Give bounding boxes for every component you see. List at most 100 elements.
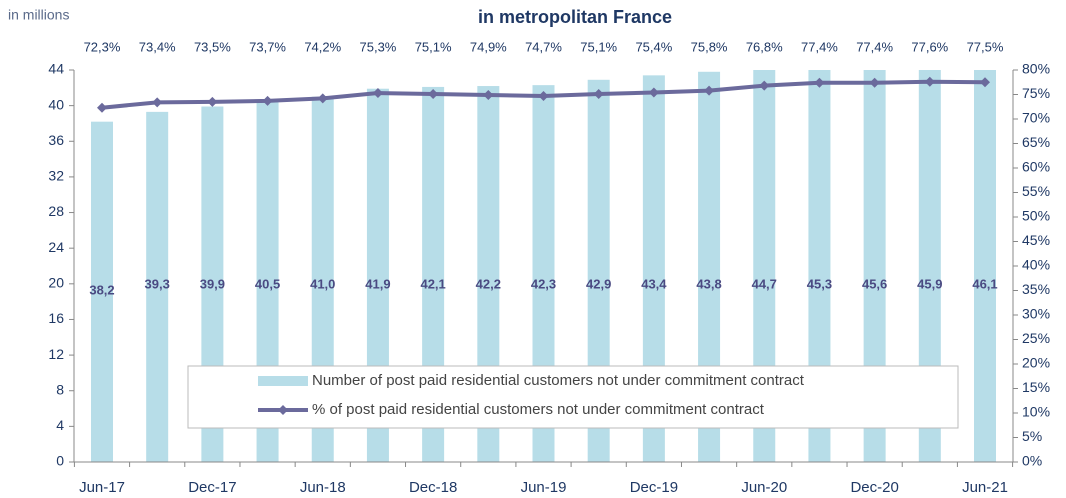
line-marker xyxy=(924,76,935,87)
y-tick-label: 20 xyxy=(48,275,64,291)
x-tick-label: Jun-20 xyxy=(741,479,787,496)
line-marker xyxy=(704,85,715,96)
bar-value-label: 42,1 xyxy=(420,276,445,291)
line-value-label: 74,9% xyxy=(470,39,507,54)
line-marker xyxy=(593,89,604,100)
line-value-label: 75,1% xyxy=(580,39,617,54)
bar-value-label: 46,1 xyxy=(972,276,997,291)
legend-label: % of post paid residential customers not… xyxy=(312,401,765,418)
y2-tick-label: 45% xyxy=(1022,232,1050,248)
line-marker xyxy=(538,90,549,101)
bar xyxy=(863,70,886,462)
y-tick-label: 8 xyxy=(56,381,64,397)
bar-value-label: 42,9 xyxy=(586,276,611,291)
line-marker xyxy=(980,77,990,88)
bar xyxy=(808,70,831,462)
line-value-label: 74,7% xyxy=(525,39,562,54)
y2-tick-label: 40% xyxy=(1022,257,1050,273)
x-tick-label: Dec-17 xyxy=(188,479,236,496)
y-tick-label: 12 xyxy=(48,346,64,362)
line-marker xyxy=(483,89,494,100)
legend-label: Number of post paid residential customer… xyxy=(312,372,805,389)
bar xyxy=(698,71,721,462)
line-marker xyxy=(759,80,770,91)
bar xyxy=(753,70,776,462)
line-marker xyxy=(648,87,659,98)
line-value-label: 73,7% xyxy=(249,39,286,54)
line-value-label: 75,1% xyxy=(415,39,452,54)
bar xyxy=(146,111,169,462)
bar-value-label: 42,2 xyxy=(476,276,501,291)
y-tick-label: 40 xyxy=(48,96,64,112)
bar xyxy=(642,75,665,462)
bar-value-label: 41,9 xyxy=(365,276,390,291)
bar-value-label: 41,0 xyxy=(310,276,335,291)
bar-value-label: 45,3 xyxy=(807,276,832,291)
bar xyxy=(918,70,941,462)
line-marker xyxy=(372,88,383,99)
y2-tick-label: 55% xyxy=(1022,183,1050,199)
line-marker xyxy=(97,102,107,113)
y-axis-label: in millions xyxy=(8,7,69,23)
line-marker xyxy=(869,77,880,88)
y2-tick-label: 35% xyxy=(1022,281,1050,297)
bar-value-label: 43,8 xyxy=(696,276,721,291)
bar-value-label: 38,2 xyxy=(89,282,114,297)
legend-box xyxy=(187,365,959,429)
bar-value-label: 45,6 xyxy=(862,276,887,291)
y-tick-label: 28 xyxy=(48,203,64,219)
bar-value-label: 43,4 xyxy=(641,276,667,291)
y-tick-label: 0 xyxy=(56,453,64,469)
bar-value-label: 42,3 xyxy=(531,276,556,291)
line-value-label: 76,8% xyxy=(746,39,783,54)
y2-tick-label: 75% xyxy=(1022,85,1050,101)
y2-tick-label: 65% xyxy=(1022,134,1050,150)
y2-tick-label: 5% xyxy=(1022,428,1042,444)
x-tick-label: Jun-18 xyxy=(300,479,346,496)
y-tick-label: 4 xyxy=(56,417,64,433)
y2-tick-label: 60% xyxy=(1022,159,1050,175)
line-value-label: 73,4% xyxy=(139,39,176,54)
line-value-label: 75,3% xyxy=(360,39,397,54)
y2-tick-label: 70% xyxy=(1022,110,1050,126)
line-value-label: 73,5% xyxy=(194,39,231,54)
line-value-label: 77,6% xyxy=(911,39,948,54)
x-tick-label: Jun-17 xyxy=(79,479,125,496)
y2-tick-label: 50% xyxy=(1022,208,1050,224)
y2-tick-label: 20% xyxy=(1022,355,1050,371)
x-tick-label: Dec-20 xyxy=(850,479,898,496)
bar-value-label: 45,9 xyxy=(917,276,942,291)
y-tick-label: 24 xyxy=(48,239,64,255)
line-marker xyxy=(262,95,273,106)
y-tick-label: 32 xyxy=(48,168,64,184)
x-tick-label: Jun-19 xyxy=(521,479,567,496)
y2-tick-label: 0% xyxy=(1022,453,1042,469)
legend-swatch xyxy=(258,376,308,386)
y-tick-label: 36 xyxy=(48,132,64,148)
line-marker xyxy=(428,89,439,100)
bar-value-label: 44,7 xyxy=(752,276,777,291)
x-tick-label: Dec-19 xyxy=(630,479,678,496)
y-tick-label: 16 xyxy=(48,310,64,326)
line-value-label: 77,4% xyxy=(856,39,893,54)
y2-tick-label: 30% xyxy=(1022,306,1050,322)
bar-value-label: 40,5 xyxy=(255,276,280,291)
y2-tick-label: 10% xyxy=(1022,404,1050,420)
x-tick-label: Dec-18 xyxy=(409,479,457,496)
bar xyxy=(91,121,113,462)
line-marker xyxy=(152,97,163,108)
line-value-label: 75,8% xyxy=(691,39,728,54)
line-value-label: 74,2% xyxy=(304,39,341,54)
legend-swatch-marker xyxy=(278,405,288,415)
y2-tick-label: 25% xyxy=(1022,330,1050,346)
y-tick-label: 44 xyxy=(48,61,64,77)
chart-title: in metropolitan France xyxy=(478,7,672,27)
bar-value-label: 39,3 xyxy=(145,276,170,291)
y2-tick-label: 80% xyxy=(1022,61,1050,77)
bar-value-label: 39,9 xyxy=(200,276,225,291)
line-value-label: 72,3% xyxy=(84,39,121,54)
line-value-label: 77,4% xyxy=(801,39,838,54)
line-value-label: 77,5% xyxy=(967,39,1004,54)
x-tick-label: Jun-21 xyxy=(962,479,1008,496)
